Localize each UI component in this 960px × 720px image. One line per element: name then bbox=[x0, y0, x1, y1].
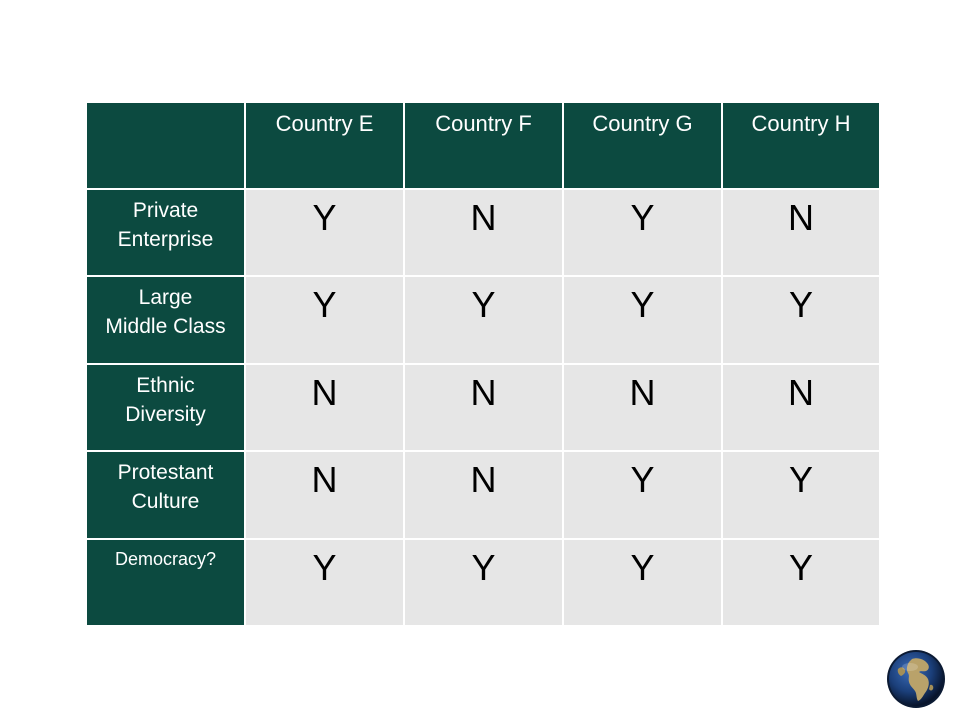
column-header: Country E bbox=[246, 103, 403, 188]
row-header-line: Enterprise bbox=[117, 228, 214, 251]
table-cell: Y bbox=[405, 277, 562, 363]
row-header-line: Private bbox=[132, 199, 199, 222]
table-cell: N bbox=[405, 190, 562, 275]
table-cell: N bbox=[723, 365, 879, 450]
comparison-table: Country E Country F Country G Country H … bbox=[87, 103, 879, 625]
globe-icon bbox=[887, 650, 945, 708]
row-header: Democracy? bbox=[87, 540, 244, 625]
row-header-line: Large bbox=[138, 286, 193, 309]
table-cell: Y bbox=[246, 277, 403, 363]
table-corner bbox=[87, 103, 244, 188]
table-cell: Y bbox=[723, 540, 879, 625]
table-cell: N bbox=[405, 452, 562, 538]
row-header-line: Democracy? bbox=[114, 549, 217, 569]
column-header: Country H bbox=[723, 103, 879, 188]
table-cell: N bbox=[246, 452, 403, 538]
table-cell: Y bbox=[564, 190, 721, 275]
row-header-line: Culture bbox=[131, 490, 200, 513]
column-header: Country G bbox=[564, 103, 721, 188]
row-header: Protestant Culture bbox=[87, 452, 244, 538]
table-cell: Y bbox=[246, 540, 403, 625]
row-header: Ethnic Diversity bbox=[87, 365, 244, 450]
row-header-line: Ethnic bbox=[136, 374, 195, 397]
table-cell: Y bbox=[246, 190, 403, 275]
column-header: Country F bbox=[405, 103, 562, 188]
table-cell: Y bbox=[723, 277, 879, 363]
table-cell: Y bbox=[405, 540, 562, 625]
row-header-line: Protestant bbox=[117, 461, 214, 484]
table-cell: Y bbox=[564, 540, 721, 625]
row-header: Private Enterprise bbox=[87, 190, 244, 275]
row-header-line: Middle Class bbox=[105, 315, 226, 338]
table-cell: Y bbox=[564, 277, 721, 363]
table-cell: N bbox=[564, 365, 721, 450]
table-cell: Y bbox=[564, 452, 721, 538]
table-cell: N bbox=[405, 365, 562, 450]
row-header-line: Diversity bbox=[125, 403, 206, 426]
row-header: Large Middle Class bbox=[87, 277, 244, 363]
table-cell: Y bbox=[723, 452, 879, 538]
table-cell: N bbox=[723, 190, 879, 275]
table-cell: N bbox=[246, 365, 403, 450]
